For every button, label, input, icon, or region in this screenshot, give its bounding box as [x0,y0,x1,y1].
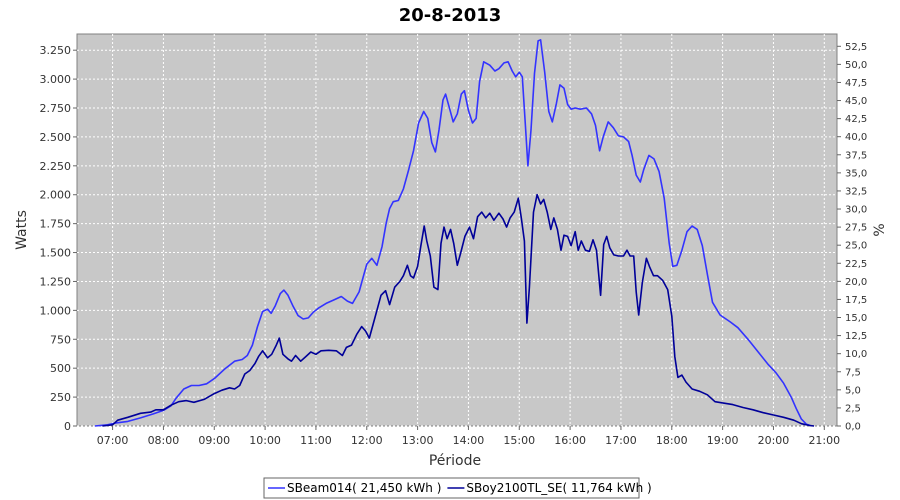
y2-tick-label: 45,0 [845,96,867,107]
y2-tick-label: 7,5 [845,367,861,378]
x-tick-label: 14:00 [453,434,485,447]
grid-lines [77,34,837,427]
y-tick-label: 2.750 [40,102,72,115]
y-tick-label: 2.500 [40,131,72,144]
y-axis-label: Watts [14,210,30,250]
y2-tick-label: 10,0 [845,349,867,360]
y2-tick-label: 47,5 [845,78,867,89]
plot-area [76,33,838,427]
y2-tick-label: 5,0 [845,385,861,396]
y2-tick-label: 25,0 [845,241,867,252]
y2-tick-label: 50,0 [845,60,867,71]
x-tick-label: 09:00 [198,434,230,447]
legend: SBeam014( 21,450 kWh ) SBoy2100TL_SE( 11,… [263,477,652,499]
x-tick-label: 11:00 [300,434,332,447]
y2-tick-label: 27,5 [845,223,867,234]
y2-tick-label: 35,0 [845,168,867,179]
y-tick-label: 2.250 [40,160,72,173]
x-tick-label: 18:00 [656,434,688,447]
y2-axis-label: % [872,223,888,236]
x-tick-label: 20:00 [758,434,790,447]
x-tick-label: 19:00 [707,434,739,447]
y-tick-label: 250 [50,391,71,404]
y2-tick-label: 52,5 [845,42,867,53]
y2-tick-label: 2,5 [845,403,861,414]
chart-title: 20-8-2013 [399,5,502,26]
x-tick-label: 10:00 [249,434,281,447]
series-lines [94,39,815,427]
x-tick-label: 12:00 [351,434,383,447]
x-tick-label: 08:00 [148,434,180,447]
y2-tick-label: 32,5 [845,186,867,197]
y2-tick-label: 0,0 [845,422,861,433]
y2-tick-label: 20,0 [845,277,867,288]
x-axis-label: Période [429,453,481,469]
y2-tick-label: 22,5 [845,259,867,270]
y-tick-label: 2.000 [40,189,72,202]
x-tick-label: 21:00 [808,434,840,447]
y2-tick-label: 40,0 [845,132,867,143]
y-tick-label: 1.750 [40,218,72,231]
legend-label-1: SBeam014( 21,450 kWh ) [287,481,441,495]
x-tick-label: 07:00 [97,434,129,447]
y2-tick-label: 12,5 [845,331,867,342]
y-tick-label: 0 [64,420,71,433]
series-line-1 [94,39,811,427]
x-tick-label: 17:00 [605,434,637,447]
y2-tick-label: 15,0 [845,313,867,324]
axes: 07:00 08:00 09:00 10:00 11:00 12:00 13:00 14:00… [40,42,868,447]
y-tick-label: 500 [50,362,71,375]
x-tick-label: 13:00 [402,434,434,447]
y2-tick-label: 30,0 [845,205,867,216]
y2-tick-label: 17,5 [845,295,867,306]
y-tick-label: 750 [50,333,71,346]
y-tick-label: 3.000 [40,73,72,86]
y-tick-label: 1.500 [40,247,72,260]
series-line-2 [102,193,815,427]
y-tick-label: 3.250 [40,44,72,57]
y-tick-label: 1.250 [40,275,72,288]
x-tick-label: 15:00 [503,434,535,447]
y2-tick-label: 37,5 [845,150,867,161]
x-tick-label: 16:00 [554,434,586,447]
legend-label-2: SBoy2100TL_SE( 11,764 kWh ) [466,481,651,495]
y2-tick-label: 42,5 [845,114,867,125]
y-tick-label: 1.000 [40,304,72,317]
